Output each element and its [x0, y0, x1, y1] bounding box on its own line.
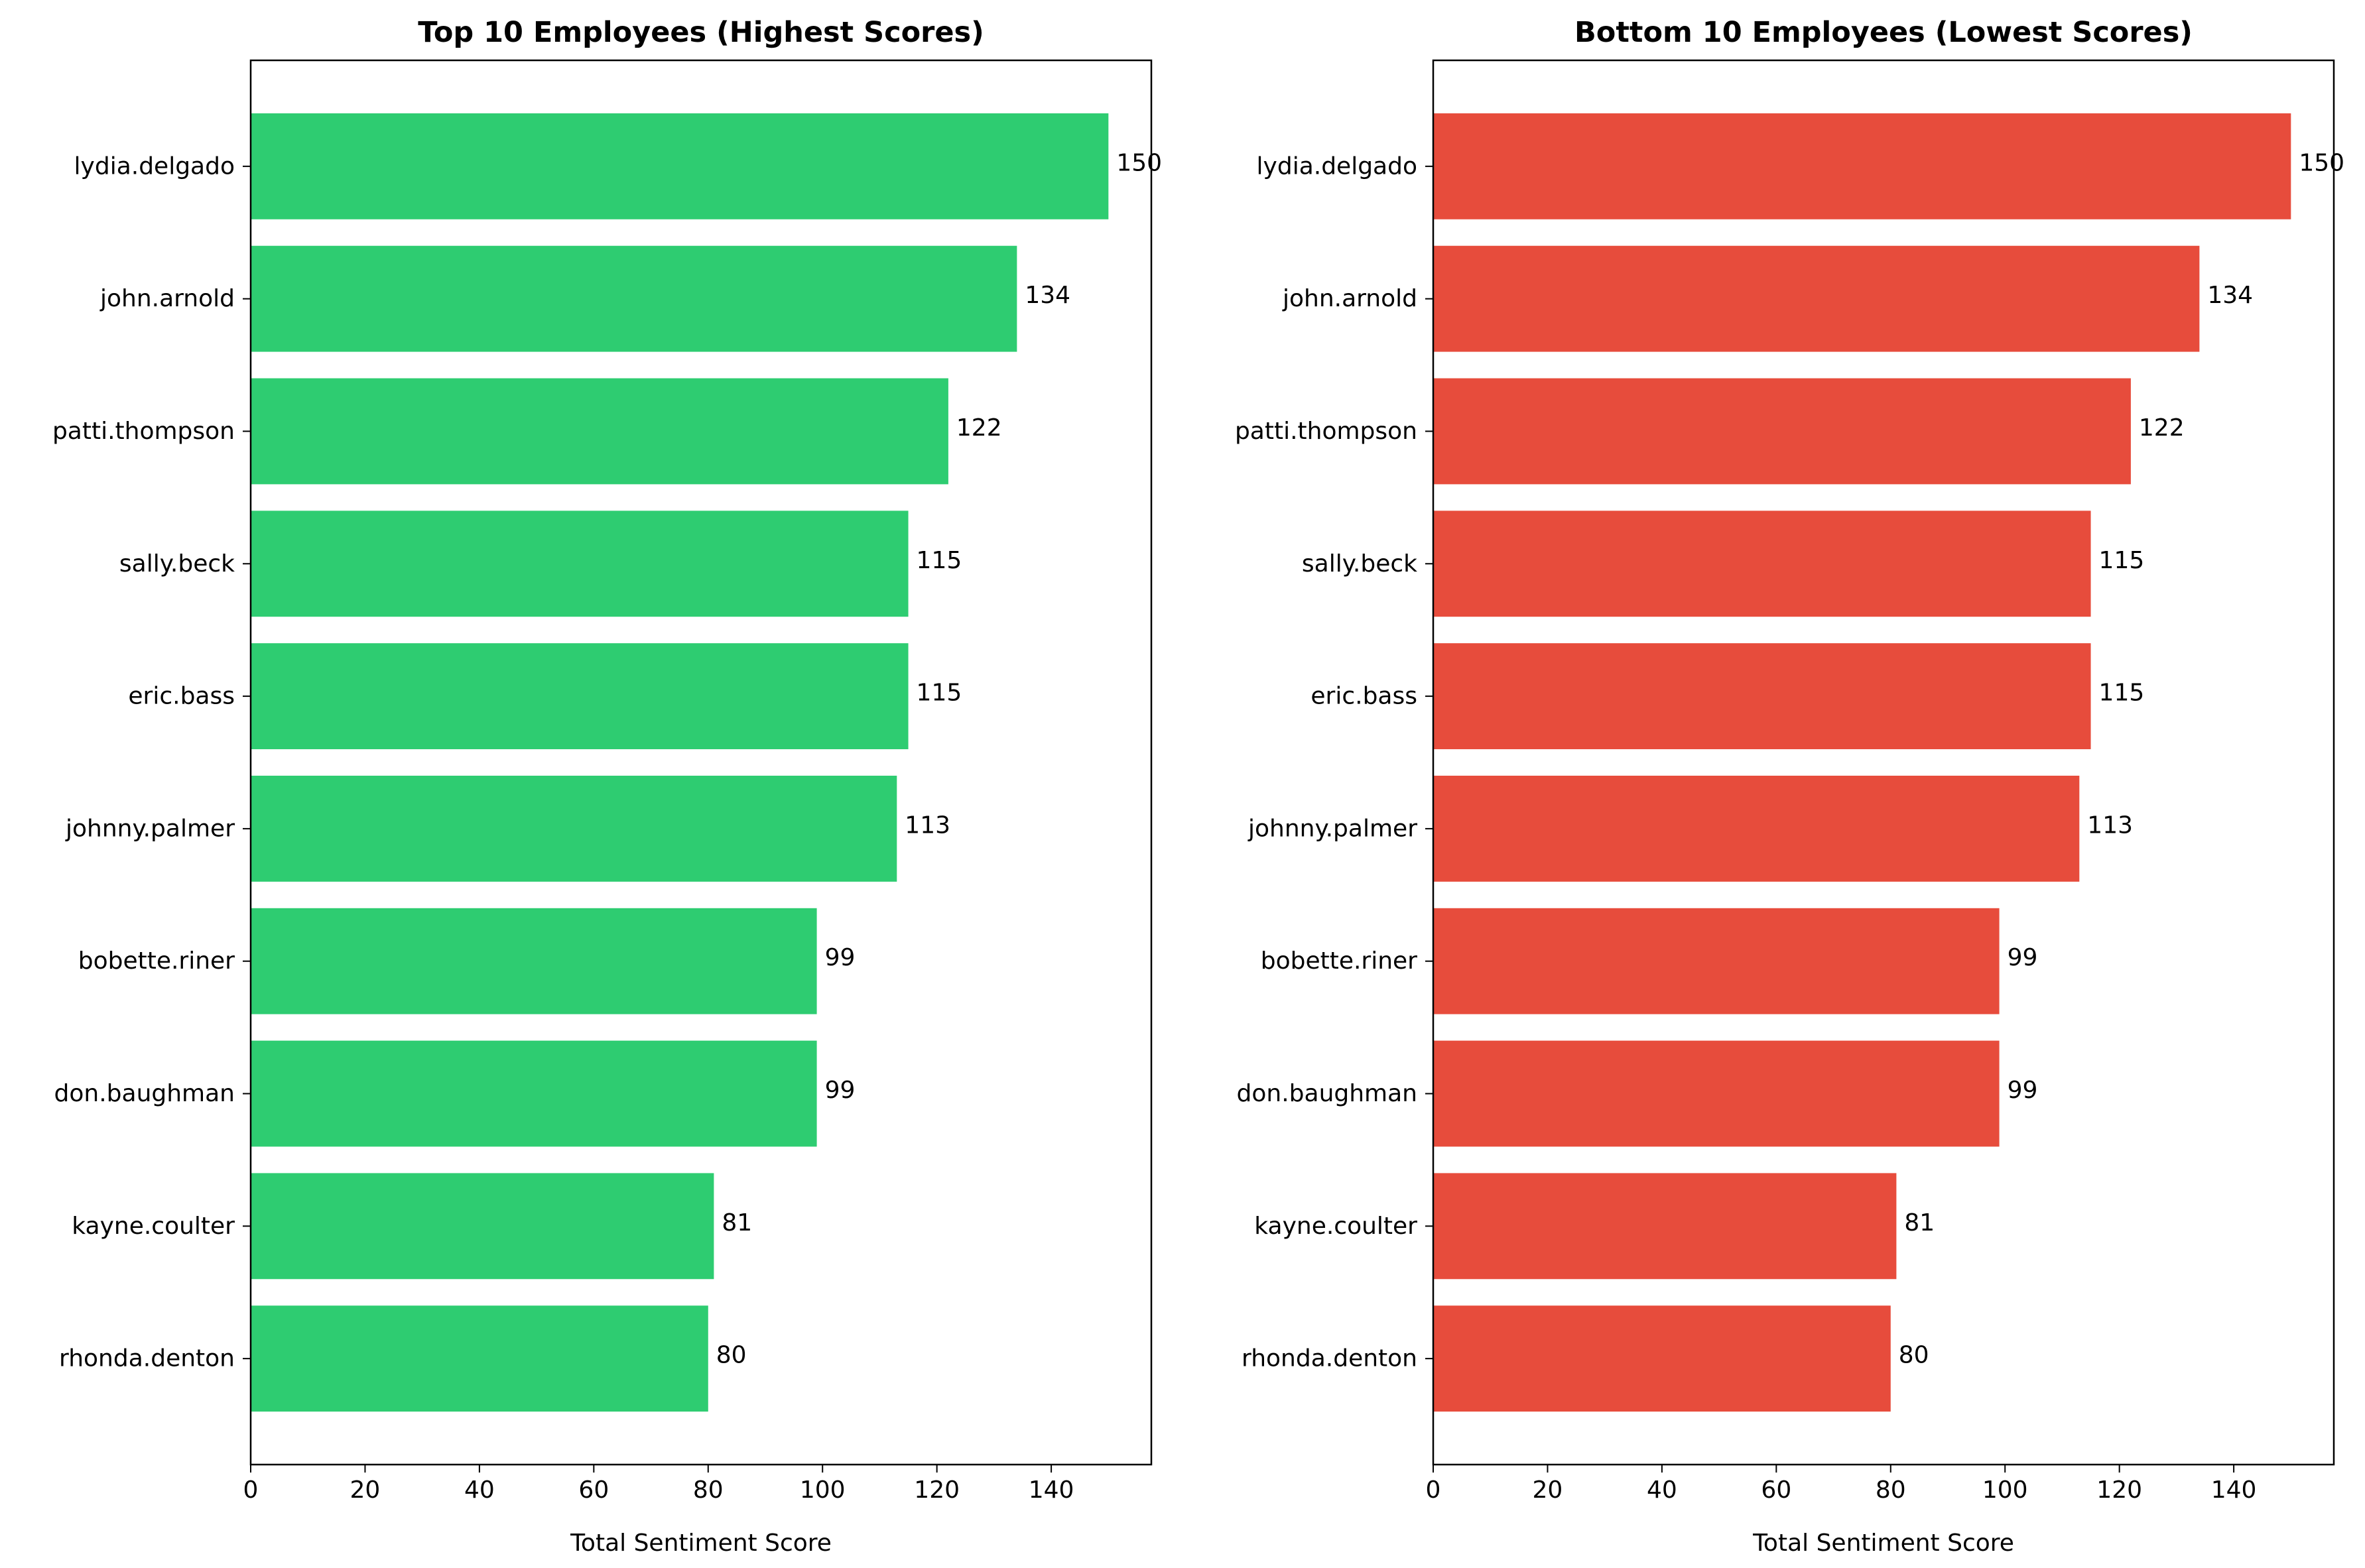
right-bar-eric-bass — [1433, 643, 2091, 750]
left-chart-title: Top 10 Employees (Highest Scores) — [418, 16, 984, 49]
left-value-label: 115 — [917, 547, 962, 574]
left-bar-john-arnold — [251, 245, 1017, 352]
left-bar-sally-beck — [251, 511, 909, 617]
left-bar-patti-thompson — [251, 378, 948, 485]
left-chart-xlabel: Total Sentiment Score — [570, 1530, 832, 1557]
left-ytick-label: kayne.coulter — [72, 1213, 235, 1240]
right-ytick-label: lydia.delgado — [1257, 152, 1417, 180]
right-value-label: 99 — [2008, 1077, 2038, 1104]
left-ytick-label: patti.thompson — [52, 418, 235, 445]
right-xtick-label: 60 — [1761, 1477, 1791, 1504]
right-bar-don-baughman — [1433, 1040, 2000, 1147]
right-xtick-label: 40 — [1647, 1477, 1677, 1504]
left-ytick-label: johnny.palmer — [65, 815, 235, 842]
right-ytick-label: eric.bass — [1310, 683, 1417, 710]
right-xtick-label: 100 — [1982, 1477, 2028, 1504]
left-value-label: 99 — [825, 944, 856, 971]
right-xtick-label: 20 — [1533, 1477, 1563, 1504]
right-value-label: 99 — [2008, 944, 2038, 971]
left-ytick-label: john.arnold — [99, 285, 235, 312]
right-bar-john-arnold — [1433, 245, 2200, 352]
right-bar-kayne-coulter — [1433, 1173, 1897, 1280]
right-ytick-label: don.baughman — [1237, 1080, 1417, 1107]
left-xtick-label: 80 — [693, 1477, 724, 1504]
right-bar-bobette-riner — [1433, 908, 2000, 1014]
right-chart-title: Bottom 10 Employees (Lowest Scores) — [1574, 16, 2193, 49]
right-ytick-label: johnny.palmer — [1247, 815, 1417, 842]
left-value-label: 134 — [1025, 282, 1070, 309]
left-chart-panel: Top 10 Employees (Highest Scores) Total … — [52, 16, 1162, 1557]
right-value-label: 122 — [2139, 414, 2185, 442]
left-plot-frame — [249, 59, 1153, 1466]
left-xtick-label: 140 — [1029, 1477, 1074, 1504]
right-bar-johnny-palmer — [1433, 775, 2080, 882]
left-ytick-label: lydia.delgado — [74, 152, 235, 180]
left-ytick-label: don.baughman — [54, 1080, 235, 1107]
right-chart-panel: Bottom 10 Employees (Lowest Scores) Tota… — [1235, 16, 2344, 1557]
right-ytick-label: sally.beck — [1302, 550, 1417, 577]
right-value-label: 150 — [2299, 149, 2344, 176]
right-xtick-label: 0 — [1426, 1477, 1441, 1504]
right-value-label: 81 — [1904, 1209, 1935, 1236]
right-ytick-label: rhonda.denton — [1242, 1345, 1417, 1372]
left-xtick-label: 40 — [464, 1477, 495, 1504]
right-bar-rhonda-denton — [1433, 1305, 1891, 1412]
right-xtick-label: 80 — [1876, 1477, 1906, 1504]
right-plot-frame — [1432, 59, 2335, 1466]
right-ytick-label: patti.thompson — [1235, 418, 1417, 445]
right-ytick-label: john.arnold — [1282, 285, 1417, 312]
right-value-label: 80 — [1899, 1342, 1929, 1369]
left-bar-rhonda-denton — [251, 1305, 708, 1412]
left-ytick-label: rhonda.denton — [59, 1345, 235, 1372]
left-ytick-label: bobette.riner — [78, 947, 235, 975]
right-ytick-label: kayne.coulter — [1254, 1213, 1417, 1240]
left-xtick-label: 100 — [800, 1477, 846, 1504]
left-value-label: 122 — [956, 414, 1002, 442]
right-bar-patti-thompson — [1433, 378, 2131, 485]
right-bar-lydia-delgado — [1433, 113, 2291, 219]
left-value-label: 80 — [716, 1342, 747, 1369]
left-xtick-label: 60 — [578, 1477, 609, 1504]
left-value-label: 81 — [722, 1209, 752, 1236]
left-bar-bobette-riner — [251, 908, 817, 1014]
left-xtick-label: 20 — [350, 1477, 381, 1504]
left-xtick-label: 120 — [914, 1477, 960, 1504]
left-ytick-label: eric.bass — [128, 683, 235, 710]
right-bar-sally-beck — [1433, 511, 2091, 617]
right-value-label: 115 — [2099, 680, 2145, 707]
left-bar-don-baughman — [251, 1040, 817, 1147]
right-xtick-label: 120 — [2096, 1477, 2142, 1504]
left-value-label: 150 — [1116, 149, 1162, 176]
right-xtick-label: 140 — [2211, 1477, 2257, 1504]
left-bar-lydia-delgado — [251, 113, 1109, 219]
left-value-label: 115 — [917, 680, 962, 707]
right-ytick-label: bobette.riner — [1261, 947, 1417, 975]
left-bar-eric-bass — [251, 643, 909, 750]
left-bar-kayne-coulter — [251, 1173, 714, 1280]
left-ytick-label: sally.beck — [119, 550, 235, 577]
right-value-label: 134 — [2207, 282, 2253, 309]
left-xtick-label: 0 — [243, 1477, 259, 1504]
left-value-label: 99 — [825, 1077, 856, 1104]
left-bar-johnny-palmer — [251, 775, 897, 882]
right-value-label: 115 — [2099, 547, 2145, 574]
right-chart-xlabel: Total Sentiment Score — [1752, 1530, 2014, 1557]
left-value-label: 113 — [905, 812, 950, 839]
right-value-label: 113 — [2087, 812, 2133, 839]
